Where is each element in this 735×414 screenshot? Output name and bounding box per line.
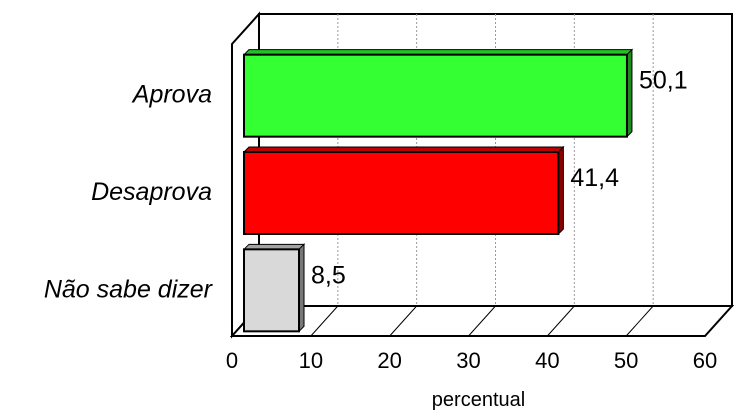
category-label: Aprova — [131, 81, 212, 109]
x-tick-label: 30 — [456, 348, 480, 373]
category-label: Desaprova — [91, 178, 212, 206]
floor-gridline — [389, 305, 418, 337]
x-axis-title: percentual — [432, 389, 525, 411]
bar — [243, 151, 560, 235]
bars — [242, 48, 634, 333]
x-tick-label: 60 — [693, 348, 717, 373]
x-tick-label: 20 — [377, 348, 401, 373]
x-tick-label: 50 — [614, 348, 638, 373]
floor-gridline — [310, 305, 339, 337]
floor-gridline — [625, 305, 654, 337]
floor-gridline — [468, 305, 496, 337]
value-label: 8,5 — [311, 261, 346, 289]
category-label: Não sabe dizer — [44, 275, 214, 303]
floor-gridline — [546, 305, 575, 337]
x-tick-label: 40 — [535, 348, 559, 373]
bar — [243, 248, 301, 333]
bar — [243, 53, 628, 138]
x-tick-labels: 0 10 20 30 40 50 60 — [226, 348, 717, 373]
value-label: 50,1 — [639, 67, 688, 95]
x-tick-label: 10 — [299, 348, 323, 373]
value-labels: 50,1 41,4 8,5 — [311, 67, 688, 290]
value-label: 41,4 — [570, 164, 619, 192]
x-tick-label: 0 — [226, 348, 238, 373]
category-labels: Aprova Desaprova Não sabe dizer — [44, 81, 214, 304]
